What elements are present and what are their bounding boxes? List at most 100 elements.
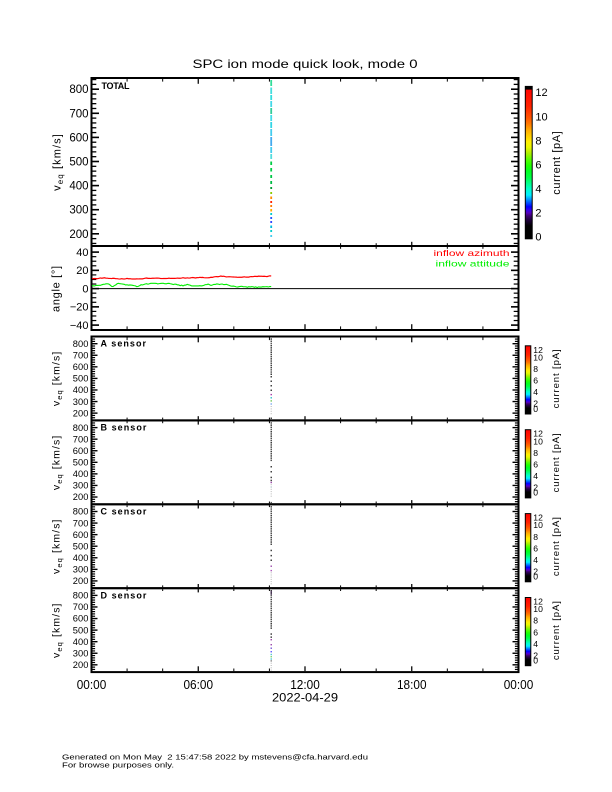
svg-text:10: 10	[533, 352, 543, 362]
svg-text:600: 600	[73, 446, 89, 456]
svg-text:200: 200	[73, 408, 89, 418]
svg-text:500: 500	[73, 374, 89, 384]
svg-text:4: 4	[533, 639, 538, 649]
svg-text:200: 200	[73, 660, 89, 670]
svg-text:veq [km/s]: veq [km/s]	[51, 435, 64, 491]
svg-text:SPC ion mode quick look, mode: SPC ion mode quick look, mode 0	[193, 57, 418, 71]
svg-text:angle [°]: angle [°]	[50, 265, 62, 312]
svg-text:inflow azimuth: inflow azimuth	[434, 248, 510, 258]
svg-text:veq [km/s]: veq [km/s]	[51, 351, 64, 407]
svg-text:800: 800	[73, 591, 89, 601]
svg-text:2: 2	[533, 483, 538, 493]
svg-text:00:00: 00:00	[504, 677, 534, 692]
svg-text:700: 700	[73, 518, 89, 528]
svg-text:10: 10	[533, 604, 543, 614]
svg-text:12: 12	[533, 597, 543, 607]
svg-text:6: 6	[535, 159, 541, 171]
svg-text:300: 300	[69, 205, 88, 217]
svg-text:600: 600	[73, 530, 89, 540]
svg-text:2: 2	[533, 650, 538, 660]
svg-text:400: 400	[69, 181, 88, 193]
svg-text:400: 400	[73, 385, 89, 395]
svg-text:400: 400	[73, 469, 89, 479]
svg-text:00:00: 00:00	[77, 677, 107, 692]
svg-text:700: 700	[73, 350, 89, 360]
svg-text:−20: −20	[70, 302, 89, 314]
svg-text:700: 700	[69, 108, 88, 120]
svg-text:6: 6	[533, 376, 538, 386]
svg-text:700: 700	[73, 434, 89, 444]
svg-text:D sensor: D sensor	[101, 590, 148, 600]
svg-text:B sensor: B sensor	[101, 423, 148, 433]
svg-text:700: 700	[73, 602, 89, 612]
svg-text:500: 500	[69, 157, 88, 169]
svg-text:4: 4	[533, 555, 538, 565]
svg-text:500: 500	[73, 625, 89, 635]
svg-text:800: 800	[69, 84, 88, 96]
svg-text:12: 12	[535, 87, 547, 99]
svg-text:current [pA]: current [pA]	[551, 600, 562, 660]
svg-text:2022-04-29: 2022-04-29	[272, 691, 338, 705]
svg-text:12:00: 12:00	[290, 677, 320, 692]
svg-text:0: 0	[82, 283, 88, 295]
svg-text:300: 300	[73, 565, 89, 575]
svg-text:veq [km/s]: veq [km/s]	[51, 518, 64, 574]
svg-text:400: 400	[73, 637, 89, 647]
svg-text:6: 6	[533, 543, 538, 553]
svg-text:500: 500	[73, 458, 89, 468]
svg-text:300: 300	[73, 648, 89, 658]
svg-text:20: 20	[76, 265, 88, 277]
svg-text:8: 8	[535, 135, 541, 147]
svg-text:current [pA]: current [pA]	[551, 432, 562, 492]
svg-text:A sensor: A sensor	[101, 339, 148, 349]
svg-text:06:00: 06:00	[184, 677, 214, 692]
svg-text:200: 200	[69, 229, 88, 241]
svg-text:800: 800	[73, 423, 89, 433]
svg-text:2: 2	[533, 399, 538, 409]
svg-text:800: 800	[73, 507, 89, 517]
svg-text:200: 200	[73, 492, 89, 502]
svg-text:600: 600	[73, 362, 89, 372]
svg-text:Generated on Mon May 2 15:47:: Generated on Mon May 2 15:47:58 2022 by …	[62, 753, 368, 762]
svg-text:8: 8	[533, 532, 538, 542]
svg-text:TOTAL: TOTAL	[102, 81, 130, 91]
svg-text:200: 200	[73, 576, 89, 586]
svg-text:4: 4	[535, 183, 541, 195]
svg-text:0: 0	[533, 572, 538, 582]
svg-text:8: 8	[533, 448, 538, 458]
svg-text:10: 10	[533, 436, 543, 446]
svg-text:current [pA]: current [pA]	[551, 131, 563, 195]
svg-text:600: 600	[73, 614, 89, 624]
svg-text:0: 0	[533, 656, 538, 666]
svg-text:40: 40	[76, 247, 88, 259]
svg-text:12: 12	[533, 429, 543, 439]
svg-text:10: 10	[533, 520, 543, 530]
svg-text:18:00: 18:00	[397, 677, 427, 692]
svg-text:12: 12	[533, 513, 543, 523]
svg-text:C sensor: C sensor	[101, 507, 148, 517]
svg-text:300: 300	[73, 481, 89, 491]
svg-text:0: 0	[535, 232, 541, 244]
svg-text:2: 2	[535, 207, 541, 219]
svg-text:6: 6	[533, 627, 538, 637]
svg-text:0: 0	[533, 488, 538, 498]
svg-text:8: 8	[533, 616, 538, 626]
svg-text:8: 8	[533, 364, 538, 374]
svg-text:−40: −40	[70, 320, 89, 332]
svg-text:500: 500	[73, 541, 89, 551]
svg-text:0: 0	[533, 404, 538, 414]
svg-text:800: 800	[73, 339, 89, 349]
svg-text:300: 300	[73, 397, 89, 407]
svg-text:400: 400	[73, 553, 89, 563]
svg-text:2: 2	[533, 567, 538, 577]
svg-text:current [pA]: current [pA]	[551, 516, 562, 576]
svg-text:inflow attitude: inflow attitude	[436, 259, 510, 269]
svg-text:4: 4	[533, 387, 538, 397]
svg-text:For browse purposes only.: For browse purposes only.	[62, 760, 174, 769]
svg-text:current [pA]: current [pA]	[551, 348, 562, 408]
svg-text:10: 10	[535, 111, 547, 123]
svg-text:12: 12	[533, 345, 543, 355]
svg-text:4: 4	[533, 471, 538, 481]
svg-text:600: 600	[69, 132, 88, 144]
svg-text:6: 6	[533, 459, 538, 469]
